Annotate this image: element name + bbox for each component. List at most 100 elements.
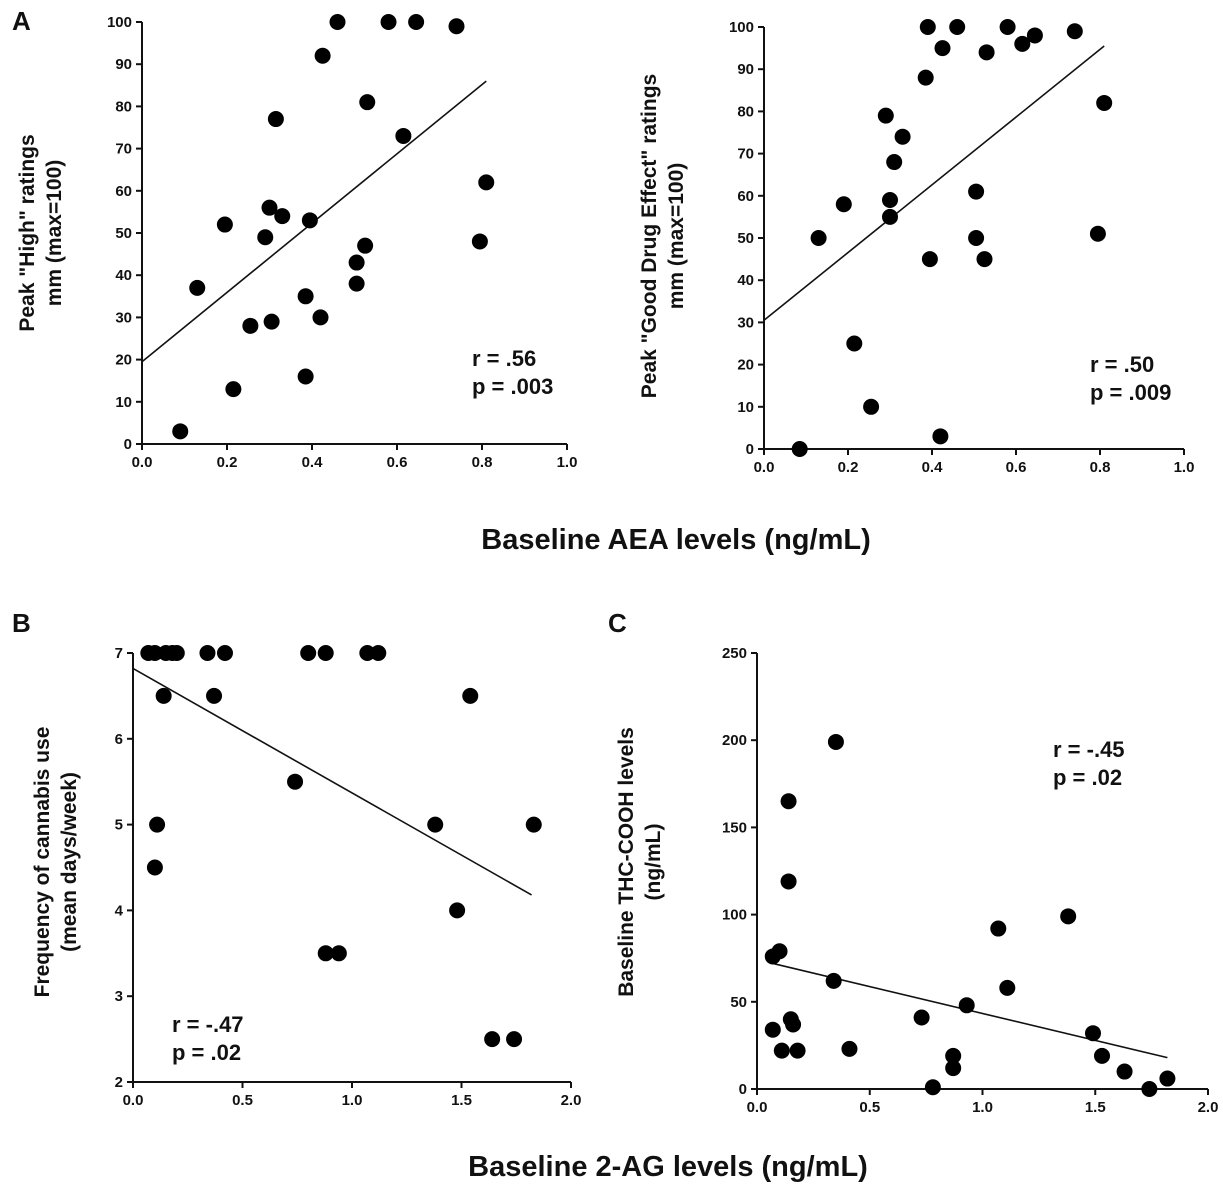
data-point [370,645,387,661]
data-point [827,733,844,750]
data-point [1026,27,1043,44]
data-point [359,94,376,111]
x-tick-label: 0.0 [747,1099,768,1116]
data-point [225,381,242,398]
regression-line [132,667,532,896]
stat-p-value: p = .02 [172,1040,241,1065]
data-point [841,1040,858,1057]
x-tick-label: 0.4 [302,454,324,471]
y-axis-label-line: Peak "High" ratings [16,134,39,331]
y-axis-label: Baseline THC-COOH levels (ng/mL) [615,727,665,997]
y-tick-label: 80 [737,103,754,120]
data-point [449,902,466,919]
data-point [882,192,898,209]
data-point [863,398,880,415]
panel-letter: A [12,6,31,36]
y-axis-label-line: mm (max=100) [43,160,66,307]
x-tick-label: 0.0 [123,1092,144,1109]
y-axis-label-line: (ng/mL) [642,824,665,901]
data-point [886,154,903,171]
y-tick-label: 30 [737,314,754,331]
x-tick-label: 1.0 [557,454,578,471]
data-point [525,816,542,833]
data-point [1141,1081,1158,1097]
stat-r-value: r = -.45 [1053,737,1125,762]
data-point [1089,225,1106,242]
data-point [1096,94,1113,111]
chart-panel-a-good-drug-effect: 0 10 20 30 40 50 60 70 80 90 100 0.0 0.2 0.4 0.6 0.8 1.0… [638,19,1194,476]
data-point [146,645,163,661]
shared-x-axis-label-2ag: Baseline 2-AG levels (ng/mL) [468,1151,868,1183]
data-point [846,335,863,352]
x-tick-label: 0.2 [217,454,238,471]
data-point [216,216,233,233]
data-point [913,1009,930,1026]
data-point [764,1021,781,1038]
data-point [1094,1047,1111,1064]
y-axis-label: Peak "High" ratings mm (max=100) [16,134,66,331]
y-tick-label: 200 [722,732,747,749]
data-point [968,230,985,246]
data-point [448,18,465,35]
x-tick-label: 0.8 [1090,459,1111,476]
data-point [894,128,911,145]
data-point [471,233,488,250]
y-axis-label: Frequency of cannabis use (mean days/week… [31,727,81,998]
x-tick-label: 2.0 [561,1092,582,1109]
data-point [785,1016,802,1033]
data-point [317,945,334,962]
y-axis-label: Peak "Good Drug Effect" ratings mm (max=1… [638,74,688,398]
data-point [771,943,788,960]
data-point [978,44,995,61]
data-point [287,773,304,790]
data-point [825,972,842,989]
x-tick-label: 1.0 [1174,459,1195,476]
data-point [945,1060,962,1077]
data-point [999,979,1016,996]
data-point [263,313,280,330]
x-tick-label: 0.6 [387,454,408,471]
data-point [301,212,318,229]
y-tick-label: 30 [115,309,132,326]
data-point [1066,23,1083,40]
x-tick-label: 2.0 [1198,1099,1219,1116]
data-point [932,428,949,445]
x-tick-label: 1.0 [342,1092,363,1109]
x-tick-label: 0.8 [472,454,493,471]
y-tick-label: 10 [737,399,754,416]
y-tick-label: 100 [107,14,132,31]
data-point [274,208,291,225]
data-point [506,1031,523,1048]
y-tick-label: 100 [729,19,754,36]
data-point [348,254,365,271]
data-point [780,793,797,810]
stat-r-value: r = .56 [472,346,536,371]
shared-x-axis-label-aea: Baseline AEA levels (ng/mL) [481,524,870,556]
data-point [380,14,397,30]
data-point [919,19,936,35]
y-tick-label: 60 [737,188,754,205]
y-tick-label: 50 [737,230,754,247]
data-point [877,107,894,124]
data-point [789,1042,806,1059]
panel-letter: C [608,608,627,638]
data-point [882,208,898,225]
data-point [189,279,206,296]
x-tick-label: 0.2 [838,459,859,476]
data-point [1014,35,1031,52]
x-tick-label: 1.5 [451,1092,472,1109]
stat-r-value: r = .50 [1090,352,1154,377]
y-tick-label: 3 [115,988,123,1005]
data-point [314,47,331,64]
y-tick-label: 2 [115,1074,123,1091]
y-axis-label-line: Frequency of cannabis use [31,727,54,998]
y-tick-label: 0 [739,1081,747,1098]
y-tick-label: 20 [115,352,132,369]
y-tick-label: 60 [115,183,132,200]
data-point [330,945,347,962]
data-point [427,816,444,833]
y-tick-label: 5 [115,817,123,834]
y-axis-label-line: (mean days/week) [58,772,81,952]
y-axis-label-line: Peak "Good Drug Effect" ratings [638,74,661,398]
data-point [484,1031,501,1048]
